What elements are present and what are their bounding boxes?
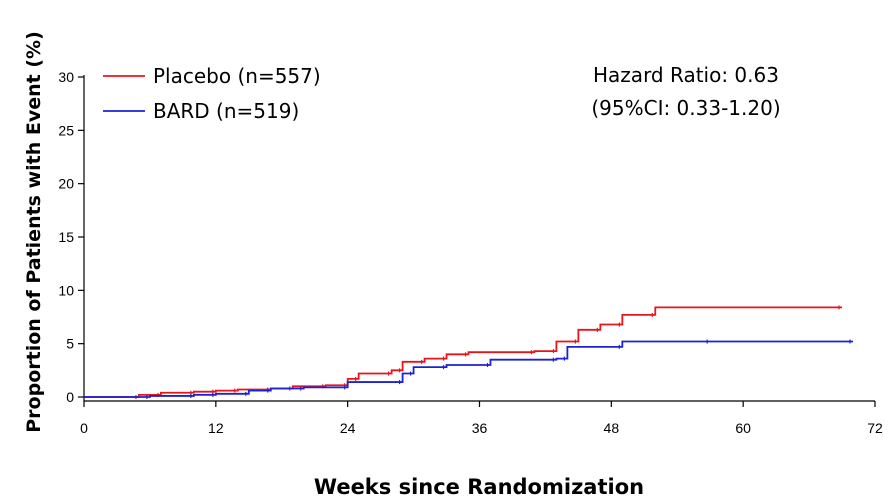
x-tick-label: 60 — [735, 420, 751, 436]
x-axis-label: Weeks since Randomization — [314, 475, 644, 499]
y-tick-label: 20 — [58, 176, 74, 192]
y-tick-label: 5 — [66, 336, 74, 352]
series-line-bard — [84, 340, 854, 398]
y-tick-label: 25 — [58, 122, 74, 138]
legend-label-bard: BARD (n=519) — [153, 99, 299, 123]
y-ticks: 0 5 10 15 20 25 30 — [58, 69, 84, 405]
y-tick-label: 10 — [58, 282, 74, 298]
x-ticks: 0 12 24 36 48 60 72 — [80, 401, 883, 436]
x-tick-label: 12 — [208, 420, 224, 436]
x-tick-label: 48 — [604, 420, 620, 436]
y-tick-label: 30 — [58, 69, 74, 85]
x-tick-label: 24 — [340, 420, 356, 436]
confidence-interval-text: (95%CI: 0.33-1.20) — [591, 96, 780, 120]
legend: Placebo (n=557) BARD (n=519) — [103, 64, 321, 123]
y-axis-label: Proportion of Patients with Event (%) — [23, 31, 45, 433]
x-tick-label: 0 — [80, 420, 88, 436]
series-line-placebo — [84, 306, 843, 398]
x-tick-label: 36 — [472, 420, 488, 436]
x-tick-label: 72 — [867, 420, 883, 436]
series-lines — [84, 305, 854, 399]
y-tick-label: 0 — [66, 389, 74, 405]
hazard-ratio-text: Hazard Ratio: 0.63 — [593, 63, 779, 87]
legend-label-placebo: Placebo (n=557) — [153, 64, 321, 88]
y-tick-label: 15 — [58, 229, 74, 245]
